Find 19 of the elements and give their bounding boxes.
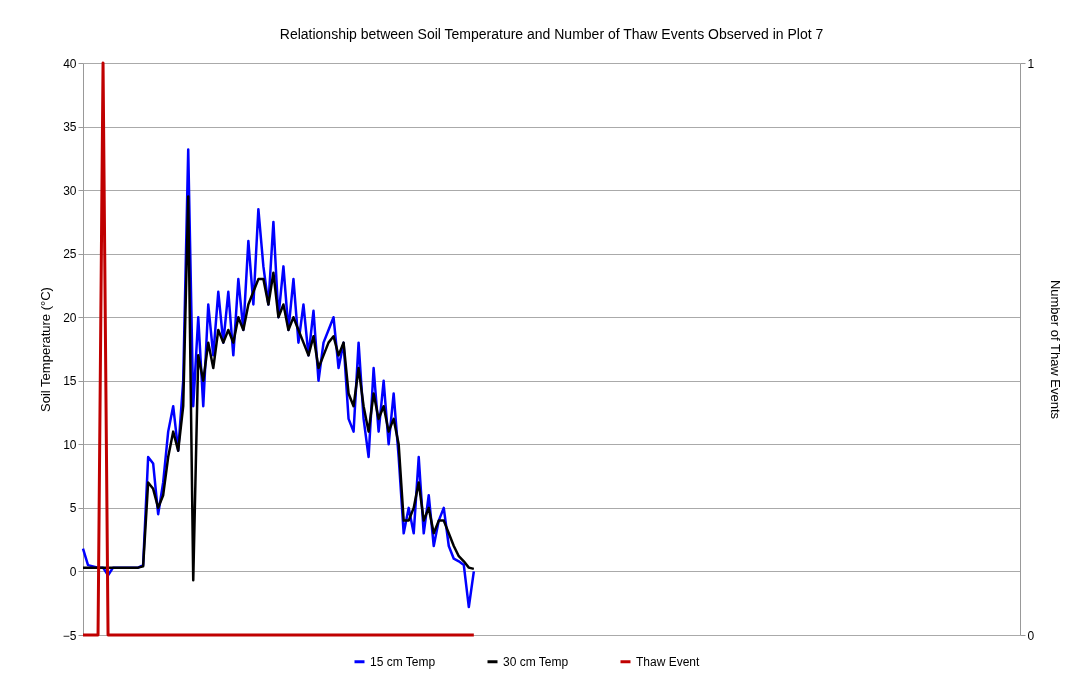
y2-axis-title: Number of Thaw Events [1048, 279, 1064, 420]
legend-label: 30 cm Temp [503, 654, 569, 669]
legend-label: 15 cm Temp [370, 654, 436, 669]
y-tick-label: 40 [63, 56, 77, 71]
y-tick-label: 35 [63, 120, 77, 135]
y-tick-label: 15 [63, 374, 77, 389]
y-tick-label: 25 [63, 247, 77, 262]
line-series [81, 195, 476, 582]
chart-title: Relationship between Soil Temperature and Number of Thaw Events Observed in Plot 7 [279, 26, 824, 42]
y-tick-label: 20 [63, 310, 77, 325]
y-tick-label: 5 [69, 501, 77, 516]
legend-label: Thaw Event [636, 654, 701, 669]
y-tick-label: 0 [69, 564, 77, 579]
y2-tick-label: 0 [1027, 628, 1035, 643]
y-tick-label: −5 [62, 628, 77, 643]
y-tick-label: 30 [63, 183, 77, 198]
y-tick-label: 10 [63, 437, 77, 452]
y2-tick-label: 1 [1027, 56, 1035, 71]
y-axis-title: Soil Temperature (°C) [37, 287, 53, 412]
